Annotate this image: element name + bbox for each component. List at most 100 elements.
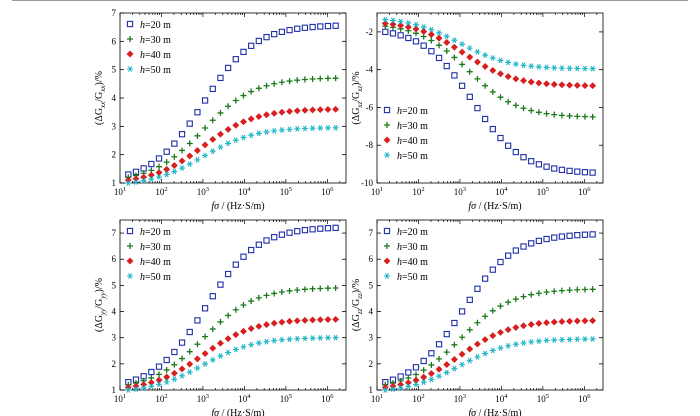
data-point: [240, 92, 247, 99]
legend-marker: [383, 136, 391, 144]
legend-entry: h=20 m: [397, 106, 428, 117]
y-axis-label: (ΔGxx/Gxx)/%: [94, 71, 107, 125]
data-point: [324, 105, 332, 114]
legend-entry: h=30 m: [397, 121, 428, 132]
data-point: [428, 361, 435, 368]
data-point: [535, 161, 543, 168]
data-point: [528, 158, 535, 165]
data-point: [589, 82, 597, 90]
data-point: [324, 334, 331, 341]
data-point: [186, 152, 194, 160]
data-point: [155, 168, 163, 177]
data-point: [170, 369, 178, 377]
series-plus: [382, 286, 596, 388]
data-point: [217, 74, 224, 82]
data-point: [239, 118, 248, 126]
data-point: [389, 17, 396, 24]
y-tick-label: 6: [112, 36, 117, 46]
legend-entry: h=50 m: [140, 272, 171, 283]
data-point: [317, 225, 324, 232]
legend-marker: [126, 20, 134, 28]
data-point: [450, 355, 458, 364]
data-point: [171, 348, 178, 356]
legend-entry: h=50 m: [397, 272, 428, 283]
data-point: [248, 42, 255, 49]
data-point: [202, 152, 209, 159]
data-point: [436, 42, 443, 49]
data-point: [558, 166, 566, 174]
series-square: [125, 224, 339, 386]
y-tick-label: 1: [112, 385, 117, 395]
data-point: [420, 367, 427, 374]
data-point: [186, 369, 193, 375]
data-point: [535, 338, 542, 344]
data-point: [413, 371, 420, 378]
data-point: [558, 112, 565, 119]
data-point: [451, 72, 458, 79]
y-tick-label: 2: [369, 359, 374, 369]
legend-entry: h=30 m: [140, 242, 171, 253]
y-tick-label: 7: [112, 8, 117, 18]
data-point: [255, 113, 263, 121]
data-point: [179, 372, 186, 379]
data-point: [551, 234, 558, 241]
legend-marker: [127, 243, 133, 249]
data-point: [459, 41, 466, 48]
data-point: [317, 125, 324, 131]
data-point: [412, 376, 420, 384]
data-point: [294, 228, 301, 235]
data-point: [178, 131, 186, 138]
data-point: [301, 76, 308, 83]
data-point: [286, 26, 293, 34]
data-point: [178, 365, 186, 373]
data-point: [474, 285, 481, 292]
data-point: [451, 37, 458, 44]
legend-entry: h=40 m: [140, 50, 171, 61]
x-tick-label: 104: [238, 186, 251, 197]
data-point: [232, 261, 239, 268]
data-point: [294, 77, 301, 84]
y-tick-label: 1: [112, 178, 117, 188]
data-point: [148, 383, 155, 390]
data-point: [543, 80, 551, 88]
series-square: [382, 28, 596, 176]
data-point: [581, 113, 588, 120]
data-point: [194, 365, 201, 371]
data-point: [589, 286, 596, 293]
data-point: [551, 165, 558, 172]
data-point: [202, 333, 209, 340]
data-point: [156, 174, 163, 180]
data-point: [512, 247, 519, 254]
data-point: [147, 171, 155, 179]
data-point: [466, 68, 473, 75]
data-point: [404, 379, 412, 387]
y-tick-label: 3: [369, 333, 374, 343]
legend-marker: [383, 227, 391, 235]
data-point: [163, 165, 171, 173]
data-point: [504, 73, 512, 81]
data-point: [520, 340, 527, 346]
data-point: [505, 59, 512, 66]
y-tick-label: 7: [112, 228, 117, 238]
data-point: [474, 48, 481, 55]
data-point: [458, 82, 466, 89]
data-point: [458, 350, 466, 358]
data-point: [202, 124, 209, 131]
data-point: [324, 225, 332, 232]
data-point: [255, 130, 262, 137]
data-point: [332, 285, 339, 291]
data-point: [558, 81, 566, 89]
y-tick-label: 2: [112, 150, 117, 160]
data-point: [332, 75, 339, 82]
data-point: [482, 313, 489, 320]
data-point: [324, 75, 331, 82]
data-point: [317, 23, 324, 30]
data-point: [474, 75, 481, 82]
data-point: [573, 81, 581, 89]
y-tick-label: 6: [369, 254, 374, 264]
data-point: [225, 312, 232, 319]
data-point: [435, 34, 443, 42]
data-point: [443, 38, 451, 47]
data-point: [459, 61, 466, 68]
data-point: [458, 48, 466, 56]
